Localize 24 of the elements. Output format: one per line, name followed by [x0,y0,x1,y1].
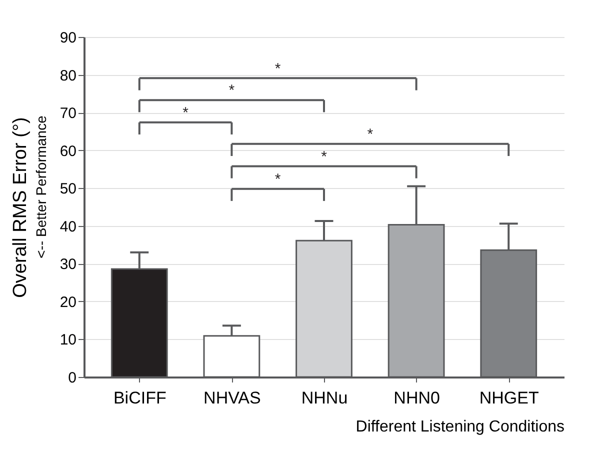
y-tick-label: 20 [60,294,76,311]
y-tick-label: 90 [60,30,76,46]
y-tick-label: 80 [60,67,76,84]
x-tick-label: BiCIFF [113,388,166,408]
annotation: * [367,126,374,144]
y-tick-label: 60 [60,142,76,160]
x-tick-label: NHN0 [394,388,440,408]
y-tick-label: 70 [60,105,76,122]
annotation: * [274,170,281,188]
annotation: * [228,82,235,100]
y-tick-label: 10 [60,332,76,349]
x-axis-title: Different Listening Conditions [356,418,564,436]
y-tick-label: 50 [60,180,76,198]
x-tick-label: NHNu [301,388,348,408]
y-tick-label: 0 [68,370,76,386]
annotation: * [274,60,281,78]
x-tick-label: NHGET [479,388,539,408]
annotation: * [321,148,328,166]
annotation: * [182,104,189,122]
x-tick-label: NHVAS [204,388,261,408]
y-tick-label: 30 [60,256,76,274]
text: <-- Better Performance [33,115,49,258]
y-axis-title: Overall RMS Error (°) [10,117,31,298]
y-tick-label: 40 [60,218,76,236]
